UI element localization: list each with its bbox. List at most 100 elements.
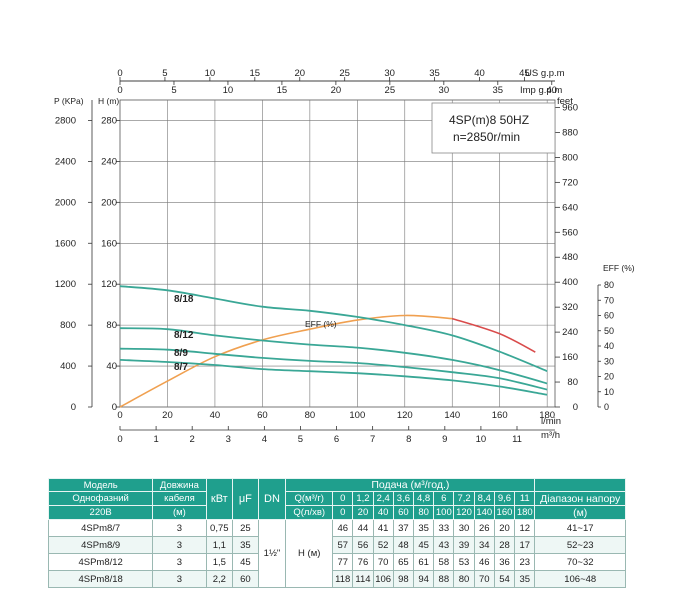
header-q-value: 9,6 [493,491,516,506]
pump-spec-table: Модель Довжина кВт μF DN Подача (м³/год.… [47,478,626,588]
axis-title: feet [557,96,573,107]
cell-head: 37 [392,519,415,537]
header-model: Модель [47,478,154,492]
tick-label: 800 [60,320,76,331]
tick-label: 0 [112,402,117,413]
cell-kw: 0,75 [205,519,234,537]
cell-head: 52 [372,536,394,554]
header-q-value: 120 [453,505,475,520]
tick-label: 3 [226,434,231,445]
cell-head: 39 [453,536,475,554]
tick-label: 4 [262,434,267,445]
cell-dn: 1½" [257,519,287,588]
tick-label: 240 [562,327,578,338]
cell-head: 17 [514,536,536,554]
header-q-value: 20 [352,505,374,520]
cell-head: 53 [453,553,475,571]
plot-frame [119,99,556,408]
cell-head: 28 [493,536,516,554]
header-kw: кВт [205,478,234,520]
tick-label: 0 [117,434,122,445]
cell-head: 106 [372,570,394,588]
table-header-row: 220В (м) Q(л/хв) 0 20 40 60 80 100 120 1… [47,505,626,520]
tick-label: 40 [604,341,614,351]
cell-head: 44 [352,519,374,537]
head-curve-8-7 [119,359,548,396]
tick-label: 30 [439,85,450,96]
tick-label: 10 [476,434,487,445]
cell-head: 88 [433,570,455,588]
cell-head: 61 [412,553,435,571]
tick-label: 60 [257,410,268,421]
tick-label: 7 [370,434,375,445]
tick-label: 180 [539,410,555,421]
cell-cable: 3 [152,570,207,588]
cell-head: 94 [412,570,435,588]
cell-range: 70~32 [534,553,626,571]
tick-label: 280 [101,115,117,126]
efficiency-curve [119,314,453,408]
axis-title: l/min [541,416,561,427]
tick-label: 720 [562,177,578,188]
cell-range: 41~17 [534,519,626,537]
axis-title: Imp g.p.m [520,85,562,96]
title-box: 4SP(m)8 50HZ n=2850r/min [431,102,556,154]
header-q-value: 7,2 [453,491,475,506]
tick-label: 140 [444,410,460,421]
table-row: 4SPm8/7 3 0,75 25 1½" H (м) 46 44 41 37 … [47,519,626,588]
tick-label: 240 [101,156,117,167]
header-q-value: 0 [332,505,354,520]
header-flow: Подача (м³/год.) [285,478,536,492]
tick-label: 1200 [55,279,76,290]
cell-kw: 1,1 [205,536,234,554]
cell-head: 12 [514,519,536,537]
header-range: Діапазон напору [534,491,626,506]
cell-head: 58 [433,553,455,571]
cell-head: 65 [392,553,415,571]
tick-label: 20 [604,372,614,382]
tick-label: 0 [117,85,122,96]
tick-label: 40 [210,410,221,421]
tick-label: 80 [106,320,117,331]
cell-head: 54 [493,570,516,588]
cell-head: 70 [372,553,394,571]
tick-label: 80 [604,280,614,290]
cell-head: 118 [332,570,354,588]
header-q-value: 4,8 [412,491,435,506]
cell-uf: 25 [232,519,259,537]
header-q-value: 60 [392,505,415,520]
head-curve-8-12 [119,327,548,385]
tick-label: 40 [546,85,557,96]
tick-label: 1600 [55,238,76,249]
cell-head: 46 [332,519,354,537]
tick-label: 5 [171,85,176,96]
cell-head: 33 [433,519,455,537]
header-q-value: 100 [433,505,455,520]
tick-label: 2800 [55,115,76,126]
header-empty [534,478,626,492]
header-q-value: 8,4 [473,491,495,506]
header-q-value: 2,4 [372,491,394,506]
tick-label: 880 [562,127,578,138]
header-cable-unit: (м) [152,505,207,520]
tick-label: 15 [277,85,288,96]
tick-label: 80 [567,377,578,388]
tick-label: 200 [101,197,117,208]
tick-label: 25 [385,85,396,96]
tick-label: 8 [406,434,411,445]
axis-title: US g.p.m [525,68,565,79]
header-q-value: 11 [514,491,536,506]
cell-head: 34 [473,536,495,554]
header-q-value: 160 [493,505,516,520]
header-q-value: 80 [412,505,435,520]
tick-label: 2000 [55,197,76,208]
table-row: 4SPm8/12 3 1,5 45 77 76 70 65 61 58 53 4… [47,553,626,571]
tick-label: 9 [442,434,447,445]
efficiency-label: EFF (%) [305,319,337,329]
cell-range: 52~23 [534,536,626,554]
tick-label: 640 [562,202,578,213]
cell-head: 48 [392,536,415,554]
cell-head-label: H (м) [285,519,334,588]
cell-model: 4SPm8/12 [47,553,154,571]
